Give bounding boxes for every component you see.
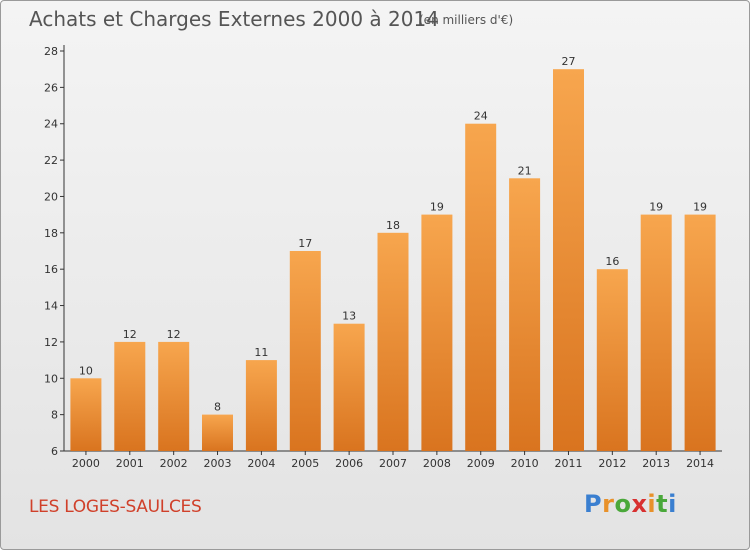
proxiti-logo: Proxiti — [584, 490, 677, 518]
bar-2011 — [553, 69, 584, 451]
x-tick-label: 2011 — [554, 457, 582, 470]
bar-value-label: 11 — [254, 346, 268, 359]
x-tick-label: 2013 — [642, 457, 670, 470]
bar-2002 — [158, 341, 190, 451]
bar-2013 — [640, 214, 672, 451]
x-tick-label: 2000 — [72, 457, 100, 470]
bar-value-label: 10 — [79, 364, 93, 377]
y-tick-label: 24 — [44, 118, 58, 131]
bar-2010 — [509, 178, 541, 452]
x-tick-label: 2008 — [423, 457, 451, 470]
y-tick-label: 16 — [44, 263, 58, 276]
logo-letter: x — [631, 490, 648, 518]
bar-value-label: 19 — [693, 201, 707, 214]
x-tick-label: 2014 — [686, 457, 714, 470]
bar-value-label: 13 — [342, 310, 356, 323]
bar-value-label: 27 — [561, 55, 575, 68]
x-tick-label: 2007 — [379, 457, 407, 470]
logo-letter: t — [656, 490, 669, 518]
bar-2014 — [684, 214, 716, 451]
x-tick-label: 2004 — [247, 457, 275, 470]
y-tick-label: 26 — [44, 81, 58, 94]
bar-2005 — [289, 251, 321, 451]
bar-2007 — [377, 232, 409, 451]
x-tick-label: 2001 — [116, 457, 144, 470]
commune-name: LES LOGES-SAULCES — [29, 497, 202, 517]
x-tick-label: 2010 — [511, 457, 539, 470]
logo-letter: r — [602, 490, 615, 518]
bar-value-label: 18 — [386, 219, 400, 232]
x-tick-label: 2003 — [204, 457, 232, 470]
x-tick-label: 2009 — [467, 457, 495, 470]
bar-value-label: 12 — [123, 328, 137, 341]
bar-2008 — [421, 214, 453, 451]
chart-title: Achats et Charges Externes 2000 à 2014 — [29, 7, 439, 31]
bar-2004 — [245, 360, 277, 451]
bar-value-label: 8 — [214, 401, 221, 414]
logo-letter: o — [614, 490, 632, 518]
x-tick-label: 2005 — [291, 457, 319, 470]
y-tick-label: 20 — [44, 190, 58, 203]
y-tick-label: 28 — [44, 45, 58, 58]
bar-value-label: 24 — [474, 110, 488, 123]
bar-value-label: 12 — [167, 328, 181, 341]
bar-2000 — [70, 378, 102, 451]
y-tick-label: 10 — [44, 372, 58, 385]
logo-letter: P — [584, 490, 603, 518]
bar-2003 — [202, 414, 233, 451]
bar-value-label: 16 — [605, 255, 619, 268]
x-tick-label: 2006 — [335, 457, 363, 470]
y-tick-label: 6 — [51, 445, 58, 458]
bar-value-label: 19 — [430, 201, 444, 214]
x-tick-label: 2012 — [598, 457, 626, 470]
bar-2001 — [114, 341, 146, 451]
logo-letter: i — [668, 490, 677, 518]
bar-2009 — [465, 123, 497, 451]
bar-2006 — [333, 323, 365, 451]
x-tick-label: 2002 — [160, 457, 188, 470]
bar-value-label: 17 — [298, 237, 312, 250]
chart-subtitle: (en milliers d'€) — [419, 13, 514, 27]
y-tick-label: 22 — [44, 154, 58, 167]
bar-value-label: 19 — [649, 201, 663, 214]
y-tick-label: 18 — [44, 227, 58, 240]
bar-2012 — [596, 269, 628, 451]
y-tick-label: 14 — [44, 300, 58, 313]
y-tick-label: 12 — [44, 336, 58, 349]
bar-value-label: 21 — [518, 164, 532, 177]
y-tick-label: 8 — [51, 409, 58, 422]
logo-letter: i — [647, 490, 657, 518]
